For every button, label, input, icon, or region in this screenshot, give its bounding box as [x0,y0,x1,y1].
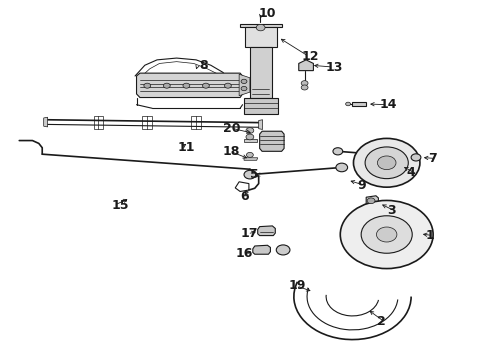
Circle shape [241,79,247,84]
Circle shape [301,85,308,90]
Polygon shape [366,196,378,206]
Circle shape [376,227,397,242]
Polygon shape [239,74,250,96]
Circle shape [353,138,420,187]
Text: 15: 15 [112,199,129,212]
Circle shape [361,216,412,253]
Text: 9: 9 [357,179,366,192]
Text: 7: 7 [428,152,437,165]
Circle shape [246,128,254,134]
Circle shape [244,170,256,179]
Text: 20: 20 [223,122,241,135]
Text: 10: 10 [258,7,276,20]
Text: 1: 1 [426,229,435,242]
Text: 13: 13 [326,60,343,73]
Text: 12: 12 [301,50,319,63]
Circle shape [276,245,290,255]
Circle shape [345,102,350,106]
Circle shape [336,163,347,172]
Polygon shape [299,60,314,71]
Text: 14: 14 [379,98,397,111]
Circle shape [411,154,421,161]
Text: 19: 19 [289,279,306,292]
Polygon shape [240,24,282,27]
Polygon shape [351,102,366,107]
Circle shape [224,83,231,88]
Circle shape [367,198,375,204]
Circle shape [241,86,247,91]
Polygon shape [259,120,263,130]
Text: 16: 16 [235,247,253,260]
Circle shape [183,83,190,88]
Polygon shape [244,139,257,142]
Text: 6: 6 [240,190,249,203]
Circle shape [144,83,151,88]
Circle shape [377,156,396,170]
Polygon shape [244,98,278,114]
Circle shape [246,152,253,157]
Text: 17: 17 [240,227,258,240]
Polygon shape [244,158,258,160]
Circle shape [256,24,265,31]
Polygon shape [250,47,272,98]
Circle shape [365,147,408,179]
Circle shape [340,201,433,269]
Text: 18: 18 [223,145,241,158]
Polygon shape [245,27,277,47]
Circle shape [202,83,209,88]
Text: 4: 4 [406,166,415,179]
Polygon shape [137,73,243,98]
Polygon shape [253,245,270,254]
Polygon shape [260,131,284,151]
Circle shape [163,83,170,88]
Text: 5: 5 [250,168,259,181]
Circle shape [333,148,343,155]
Text: 3: 3 [387,204,395,217]
Text: 2: 2 [377,315,386,328]
Circle shape [246,134,254,140]
Text: 11: 11 [177,141,195,154]
Text: 8: 8 [199,59,208,72]
Polygon shape [44,117,48,127]
Polygon shape [258,226,275,235]
Circle shape [301,81,308,86]
